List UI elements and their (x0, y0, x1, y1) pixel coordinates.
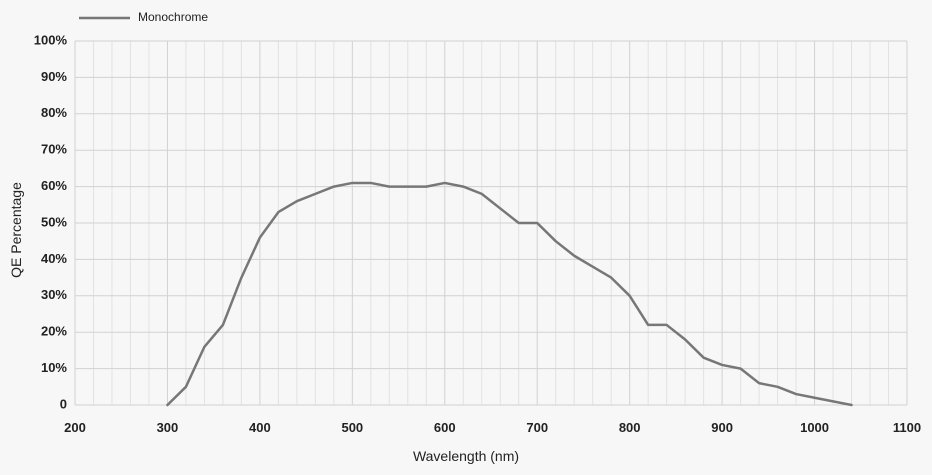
x-tick-label: 1100 (893, 420, 921, 435)
series-layer (166, 181, 853, 407)
x-tick-label: 300 (157, 420, 179, 435)
y-tick-label: 100% (34, 32, 68, 47)
x-tick-label: 500 (341, 420, 363, 435)
x-tick-label: 400 (249, 420, 271, 435)
legend-label-monochrome: Monochrome (138, 10, 208, 24)
y-tick-label: 70% (41, 142, 67, 157)
x-tick-label: 700 (526, 420, 548, 435)
y-tick-label: 40% (41, 251, 67, 266)
y-axis-label: QE Percentage (8, 182, 24, 278)
y-tick-label: 60% (41, 178, 67, 193)
x-axis-ticks: 200 300 400 500 600 700 800 900 1000 1100 (64, 420, 921, 435)
major-grid (74, 40, 908, 406)
y-tick-label: 90% (41, 69, 67, 84)
y-tick-label: 10% (41, 360, 67, 375)
y-tick-label: 50% (41, 214, 67, 229)
x-axis-label: Wavelength (nm) (413, 448, 519, 464)
x-tick-label: 600 (434, 420, 456, 435)
x-tick-label: 800 (619, 420, 641, 435)
series-line-monochrome (166, 181, 853, 407)
y-tick-label: 30% (41, 287, 67, 302)
y-tick-label: 20% (41, 324, 67, 339)
y-tick-label: 80% (41, 105, 67, 120)
x-tick-label: 200 (64, 420, 86, 435)
y-tick-label: 0 (60, 396, 67, 411)
y-axis-ticks: 0 10% 20% 30% 40% 50% 60% 70% 80% 90% 100% (34, 32, 68, 411)
legend: Monochrome (79, 10, 208, 24)
x-tick-label: 900 (711, 420, 733, 435)
x-tick-label: 1000 (800, 420, 829, 435)
